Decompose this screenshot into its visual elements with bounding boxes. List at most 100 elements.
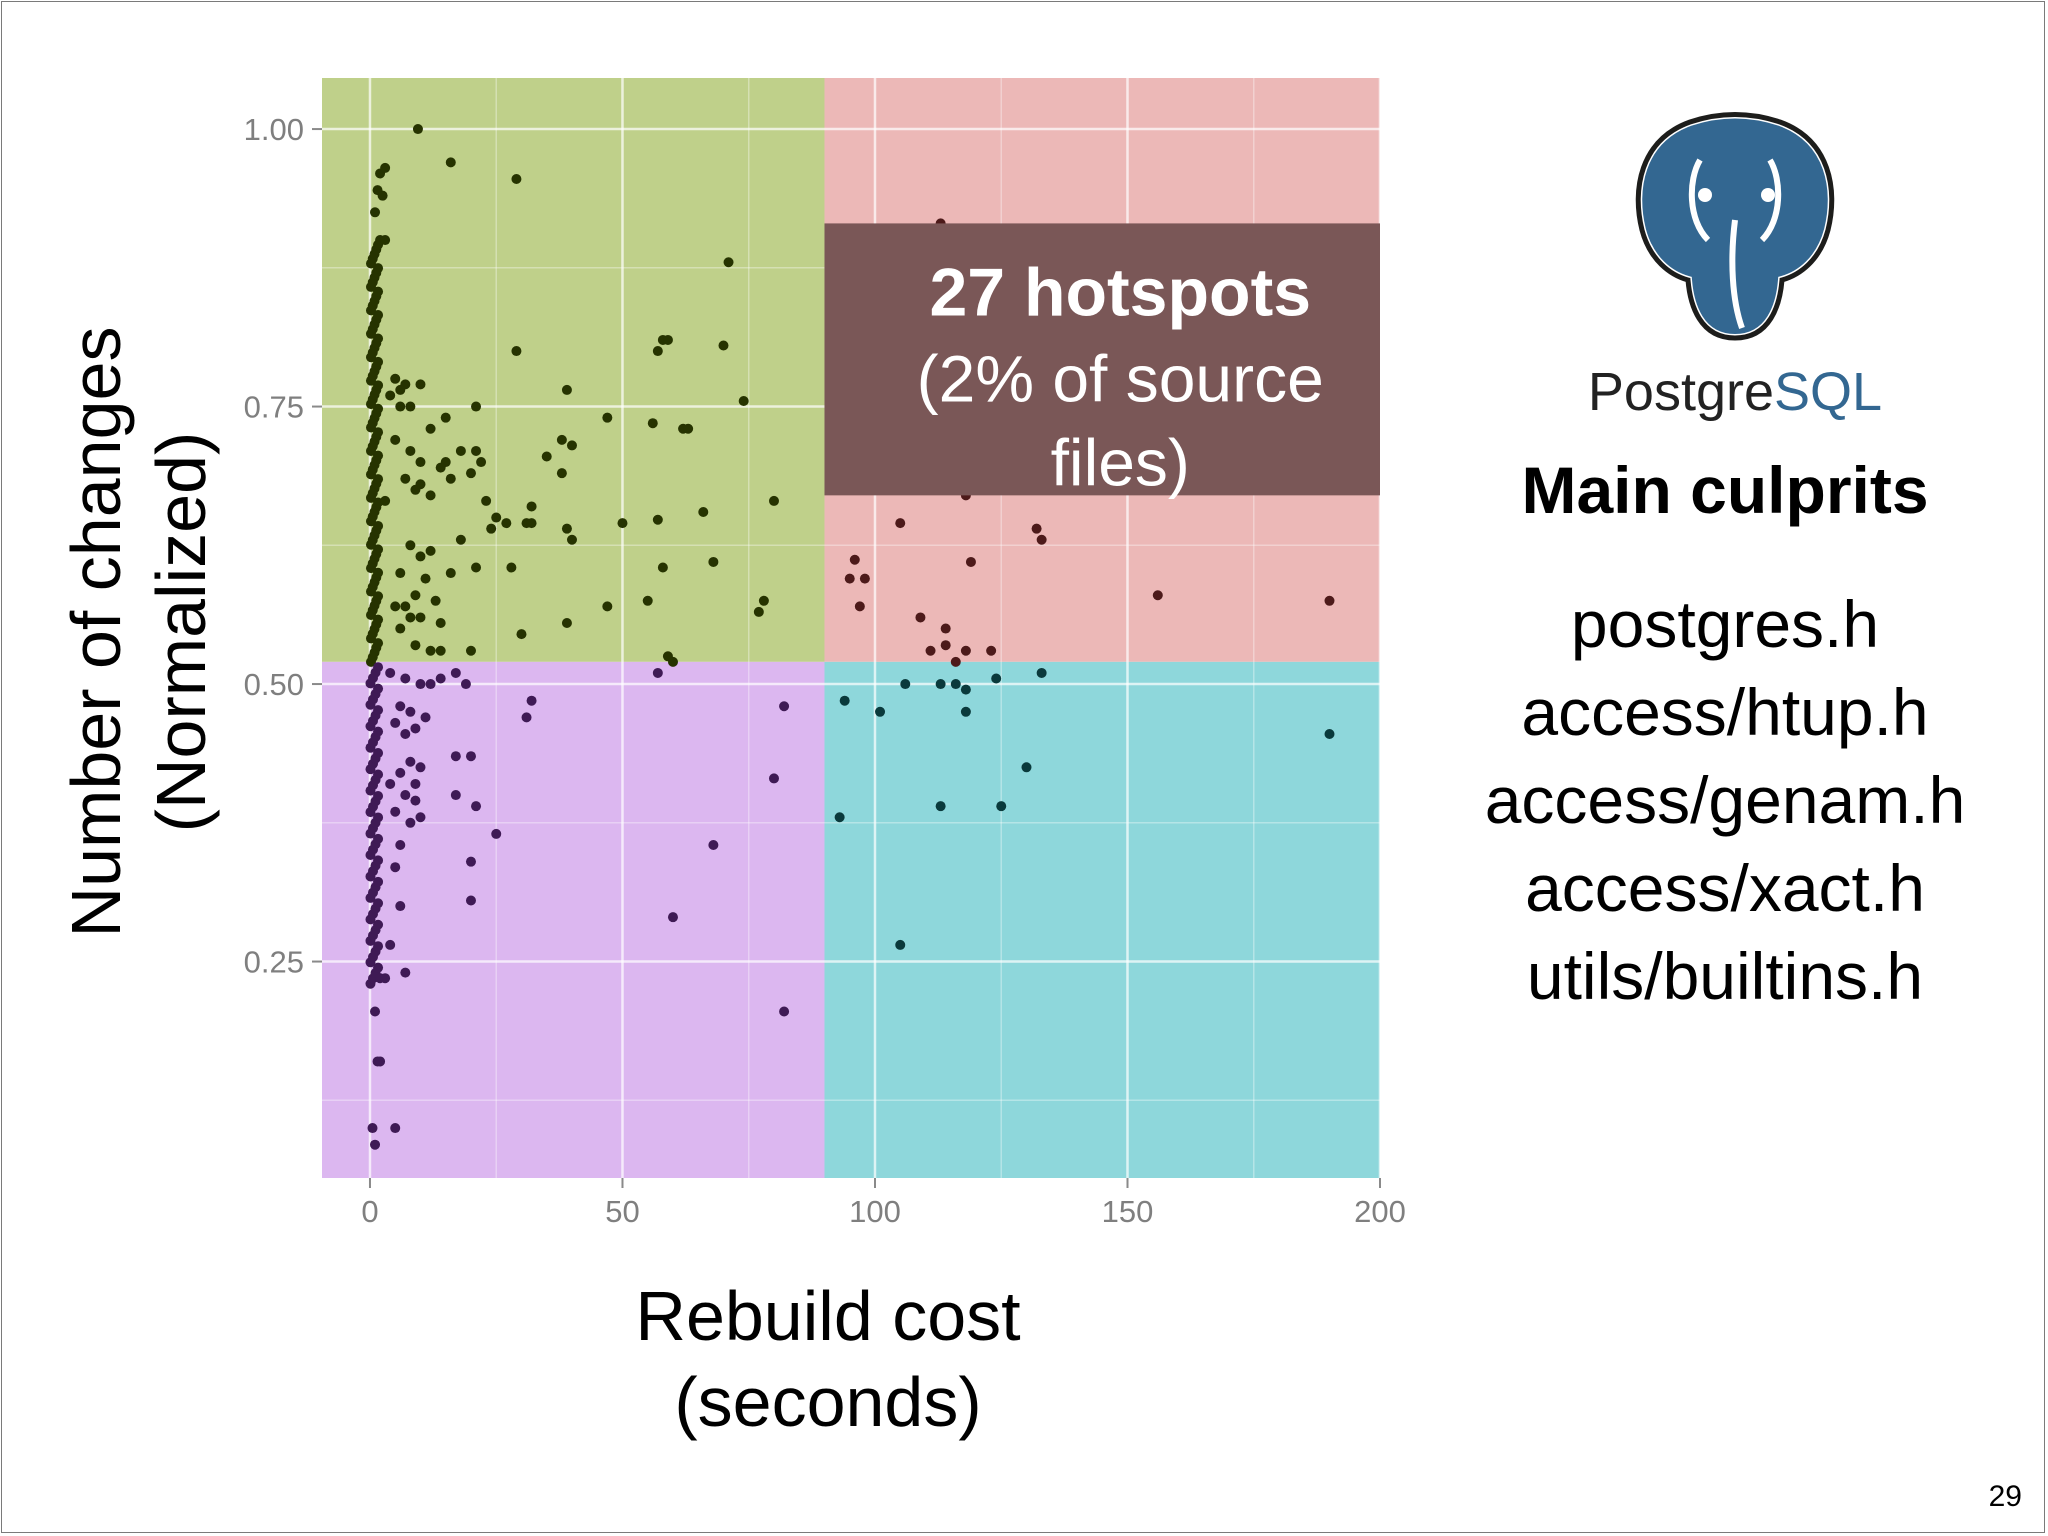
data-point <box>708 840 719 851</box>
data-point <box>373 962 384 973</box>
data-point <box>526 501 537 512</box>
data-point <box>526 518 537 529</box>
data-point <box>516 629 527 640</box>
data-point <box>667 912 678 923</box>
x-tick-label: 50 <box>605 1194 639 1229</box>
data-point <box>541 451 552 462</box>
data-point <box>390 717 401 728</box>
data-point <box>395 840 406 851</box>
svg-text:PostgreSQL: PostgreSQL <box>1588 362 1882 422</box>
annotation-line-1: 27 hotspots <box>929 254 1311 330</box>
data-point <box>1036 534 1047 545</box>
data-point <box>373 427 384 438</box>
data-point <box>390 434 401 445</box>
data-point <box>925 645 936 656</box>
data-point <box>400 673 411 684</box>
data-point <box>395 701 406 712</box>
data-point <box>895 939 906 950</box>
data-point <box>662 334 673 345</box>
data-point <box>834 812 845 823</box>
data-point <box>390 1123 401 1134</box>
data-point <box>491 828 502 839</box>
data-point <box>410 795 421 806</box>
data-point <box>506 562 517 573</box>
data-point <box>602 601 613 612</box>
postgresql-elephant-icon: PostgreSQL <box>1588 110 1882 422</box>
data-point <box>400 790 411 801</box>
data-point <box>476 457 487 468</box>
data-point <box>405 756 416 767</box>
data-point <box>481 495 492 506</box>
data-point <box>420 712 431 723</box>
data-point <box>400 601 411 612</box>
data-point <box>370 207 381 218</box>
data-point <box>455 445 466 456</box>
data-point <box>390 601 401 612</box>
data-point <box>758 595 769 606</box>
y-axis-ticks: 0.25 0.50 0.75 1.00 <box>244 112 322 980</box>
data-point <box>373 812 384 823</box>
data-point <box>410 590 421 601</box>
data-point <box>390 373 401 384</box>
data-point <box>486 523 497 534</box>
data-point <box>445 568 456 579</box>
logo-text-postgre: Postgre <box>1588 362 1774 422</box>
data-point <box>561 384 572 395</box>
data-point <box>440 412 451 423</box>
data-point <box>1152 590 1163 601</box>
data-point <box>738 396 749 407</box>
data-point <box>1324 729 1335 740</box>
data-point <box>415 762 426 773</box>
data-point <box>373 941 384 952</box>
data-point <box>960 645 971 656</box>
data-point <box>400 729 411 740</box>
data-point <box>405 445 416 456</box>
data-point <box>471 401 482 412</box>
hotspot-annotation-box <box>824 223 1380 496</box>
data-point <box>950 679 961 690</box>
data-point <box>405 401 416 412</box>
data-point <box>561 523 572 534</box>
logo-text-sql: SQL <box>1774 362 1882 422</box>
data-point <box>435 462 446 473</box>
data-point <box>647 418 658 429</box>
data-point <box>471 562 482 573</box>
data-point <box>400 473 411 484</box>
annotation-line-2: (2% of source <box>917 341 1324 415</box>
data-point <box>425 645 436 656</box>
data-point <box>373 450 384 461</box>
data-point <box>986 645 997 656</box>
data-point <box>395 623 406 634</box>
data-point <box>395 901 406 912</box>
data-points <box>365 124 1335 1150</box>
data-point <box>450 790 461 801</box>
data-point <box>367 1123 378 1134</box>
data-point <box>435 618 446 629</box>
data-point <box>526 695 537 706</box>
data-point <box>844 573 855 584</box>
data-point <box>395 568 406 579</box>
data-point <box>425 490 436 501</box>
data-point <box>465 468 476 479</box>
data-point <box>445 157 456 168</box>
data-point <box>471 445 482 456</box>
data-point <box>373 544 384 555</box>
data-point <box>415 679 426 690</box>
data-point <box>708 556 719 567</box>
data-point <box>895 518 906 529</box>
y-tick-label: 0.75 <box>244 390 304 425</box>
annotation-line-3: files) <box>1051 425 1190 499</box>
data-point <box>373 876 384 887</box>
data-point <box>960 684 971 695</box>
data-point <box>753 606 764 617</box>
data-point <box>667 656 678 667</box>
data-point <box>415 612 426 623</box>
culprits-title: Main culprits <box>1521 453 1929 527</box>
data-point <box>373 769 384 780</box>
data-point <box>996 801 1007 812</box>
data-point <box>556 434 567 445</box>
data-point <box>566 440 577 451</box>
data-point <box>566 534 577 545</box>
data-point <box>617 518 628 529</box>
data-point <box>380 973 391 984</box>
